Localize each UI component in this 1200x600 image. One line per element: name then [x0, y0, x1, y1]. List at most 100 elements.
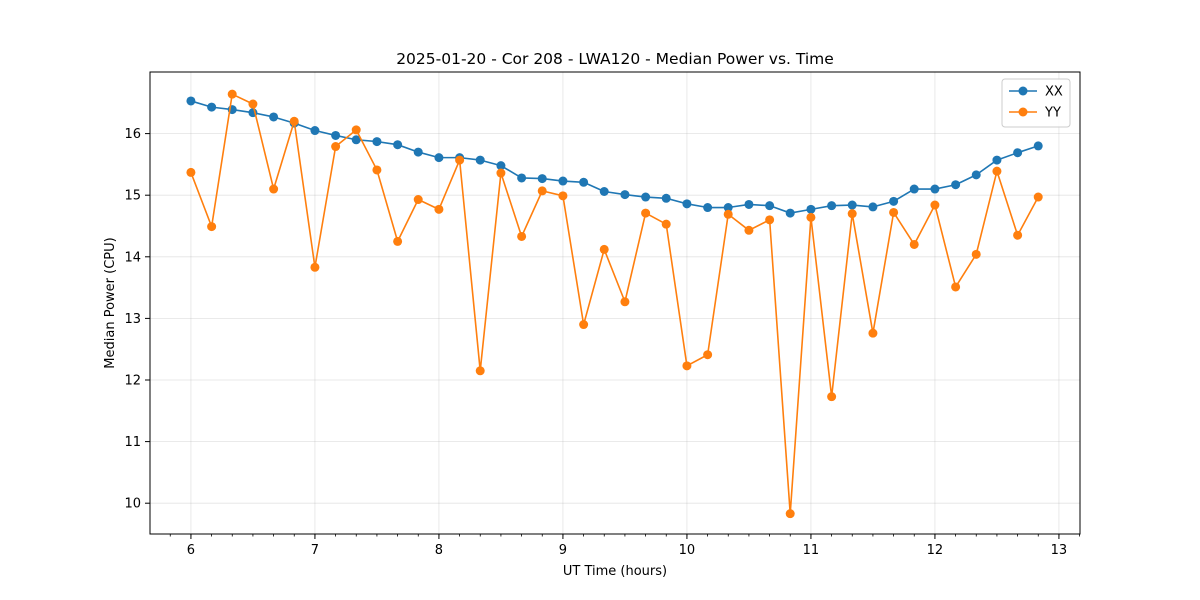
series-yy-point [496, 168, 506, 178]
series-xx-point [537, 174, 547, 184]
series-xx-point [765, 201, 775, 211]
grid [150, 72, 1080, 534]
series-xx-point [351, 135, 361, 145]
series-xx-point [269, 112, 279, 122]
series-xx-point [868, 202, 878, 212]
series-yy-point [310, 262, 320, 272]
series-layer [186, 89, 1043, 519]
series-yy-point [971, 249, 981, 259]
series-yy-point [517, 231, 527, 241]
y-tick-label: 15 [124, 189, 141, 204]
y-tick-label: 16 [124, 127, 141, 142]
y-axis-label: Median Power (CPU) [103, 237, 118, 368]
series-xx-point [992, 155, 1002, 165]
series-xx-point [703, 203, 713, 213]
y-tick-label: 10 [124, 497, 141, 512]
series-xx-point [744, 199, 754, 209]
series-xx-point [558, 176, 568, 186]
series-xx [186, 96, 1043, 218]
series-xx-point [930, 184, 940, 194]
y-tick-label: 13 [124, 312, 141, 327]
series-yy-point [868, 328, 878, 338]
series-yy-point [289, 116, 299, 126]
series-xx-point [971, 170, 981, 180]
y-tick-label: 12 [124, 374, 141, 389]
plot-frame [149, 71, 1081, 535]
series-xx-point [579, 177, 589, 187]
series-yy-point [269, 184, 279, 194]
series-yy-point [785, 509, 795, 519]
series-yy-point [744, 225, 754, 235]
axis-ticks: 6 7 8 9 10 11 12 13 10 11 12 13 14 15 16 [124, 127, 1080, 558]
series-yy-point [847, 209, 857, 219]
series-yy-point [207, 222, 217, 232]
series-yy-point [475, 366, 485, 376]
chart-title: 2025-01-20 - Cor 208 - LWA120 - Median P… [396, 50, 834, 68]
series-yy-point [951, 282, 961, 292]
series-yy-point [599, 244, 609, 254]
x-tick-label: 13 [1051, 543, 1068, 558]
series-xx-point [785, 208, 795, 218]
series-xx-line [190, 100, 1039, 214]
series-yy-point [227, 89, 237, 99]
series-yy-point [682, 361, 692, 371]
x-tick-label: 8 [435, 543, 443, 558]
legend: XX YY [1001, 78, 1071, 128]
series-yy-point [413, 195, 423, 205]
series-yy [186, 89, 1043, 519]
series-yy-point [703, 350, 713, 360]
series-xx-point [207, 102, 217, 112]
series-xx-point [331, 130, 341, 140]
series-xx-point [909, 184, 919, 194]
x-tick-label: 12 [927, 543, 944, 558]
series-xx-point [723, 203, 733, 213]
series-yy-point [248, 99, 258, 109]
x-tick-label: 10 [679, 543, 696, 558]
series-xx-point [847, 200, 857, 210]
series-yy-point [909, 239, 919, 249]
series-yy-point [558, 191, 568, 201]
legend-entry-xx: XX [1009, 85, 1063, 100]
series-yy-point [434, 204, 444, 214]
series-xx-point [310, 126, 320, 136]
x-tick-label: 6 [187, 543, 195, 558]
series-yy-point [889, 207, 899, 217]
series-xx-point [806, 204, 816, 214]
series-xx-point [496, 161, 506, 171]
series-xx-point [889, 196, 899, 206]
series-xx-point [413, 147, 423, 157]
legend-xx-label: XX [1045, 85, 1063, 100]
series-yy-point [186, 167, 196, 177]
series-xx-point [620, 190, 630, 200]
y-tick-label: 14 [124, 250, 141, 265]
series-yy-point [393, 236, 403, 246]
legend-xx-marker [1018, 86, 1028, 96]
series-yy-point [372, 165, 382, 175]
series-xx-point [599, 187, 609, 197]
series-yy-line [190, 93, 1039, 515]
series-yy-point [331, 142, 341, 152]
series-yy-point [661, 219, 671, 229]
series-xx-point [372, 137, 382, 147]
series-xx-point [682, 199, 692, 209]
series-yy-point [765, 215, 775, 225]
series-xx-point [827, 201, 837, 211]
series-xx-point [434, 153, 444, 163]
x-tick-label: 9 [559, 543, 567, 558]
series-yy-point [537, 186, 547, 196]
legend-yy-label: YY [1044, 106, 1061, 121]
x-tick-label: 11 [803, 543, 820, 558]
x-axis-label: UT Time (hours) [563, 564, 667, 579]
series-yy-point [1033, 192, 1043, 202]
series-xx-point [186, 96, 196, 106]
series-yy-point [641, 208, 651, 218]
series-xx-point [1013, 148, 1023, 158]
legend-yy-marker [1018, 107, 1028, 117]
series-xx-point [661, 193, 671, 203]
series-yy-point [827, 392, 837, 402]
series-yy-point [1013, 230, 1023, 240]
y-tick-label: 11 [124, 435, 141, 450]
series-xx-point [641, 192, 651, 202]
series-xx-point [951, 180, 961, 190]
